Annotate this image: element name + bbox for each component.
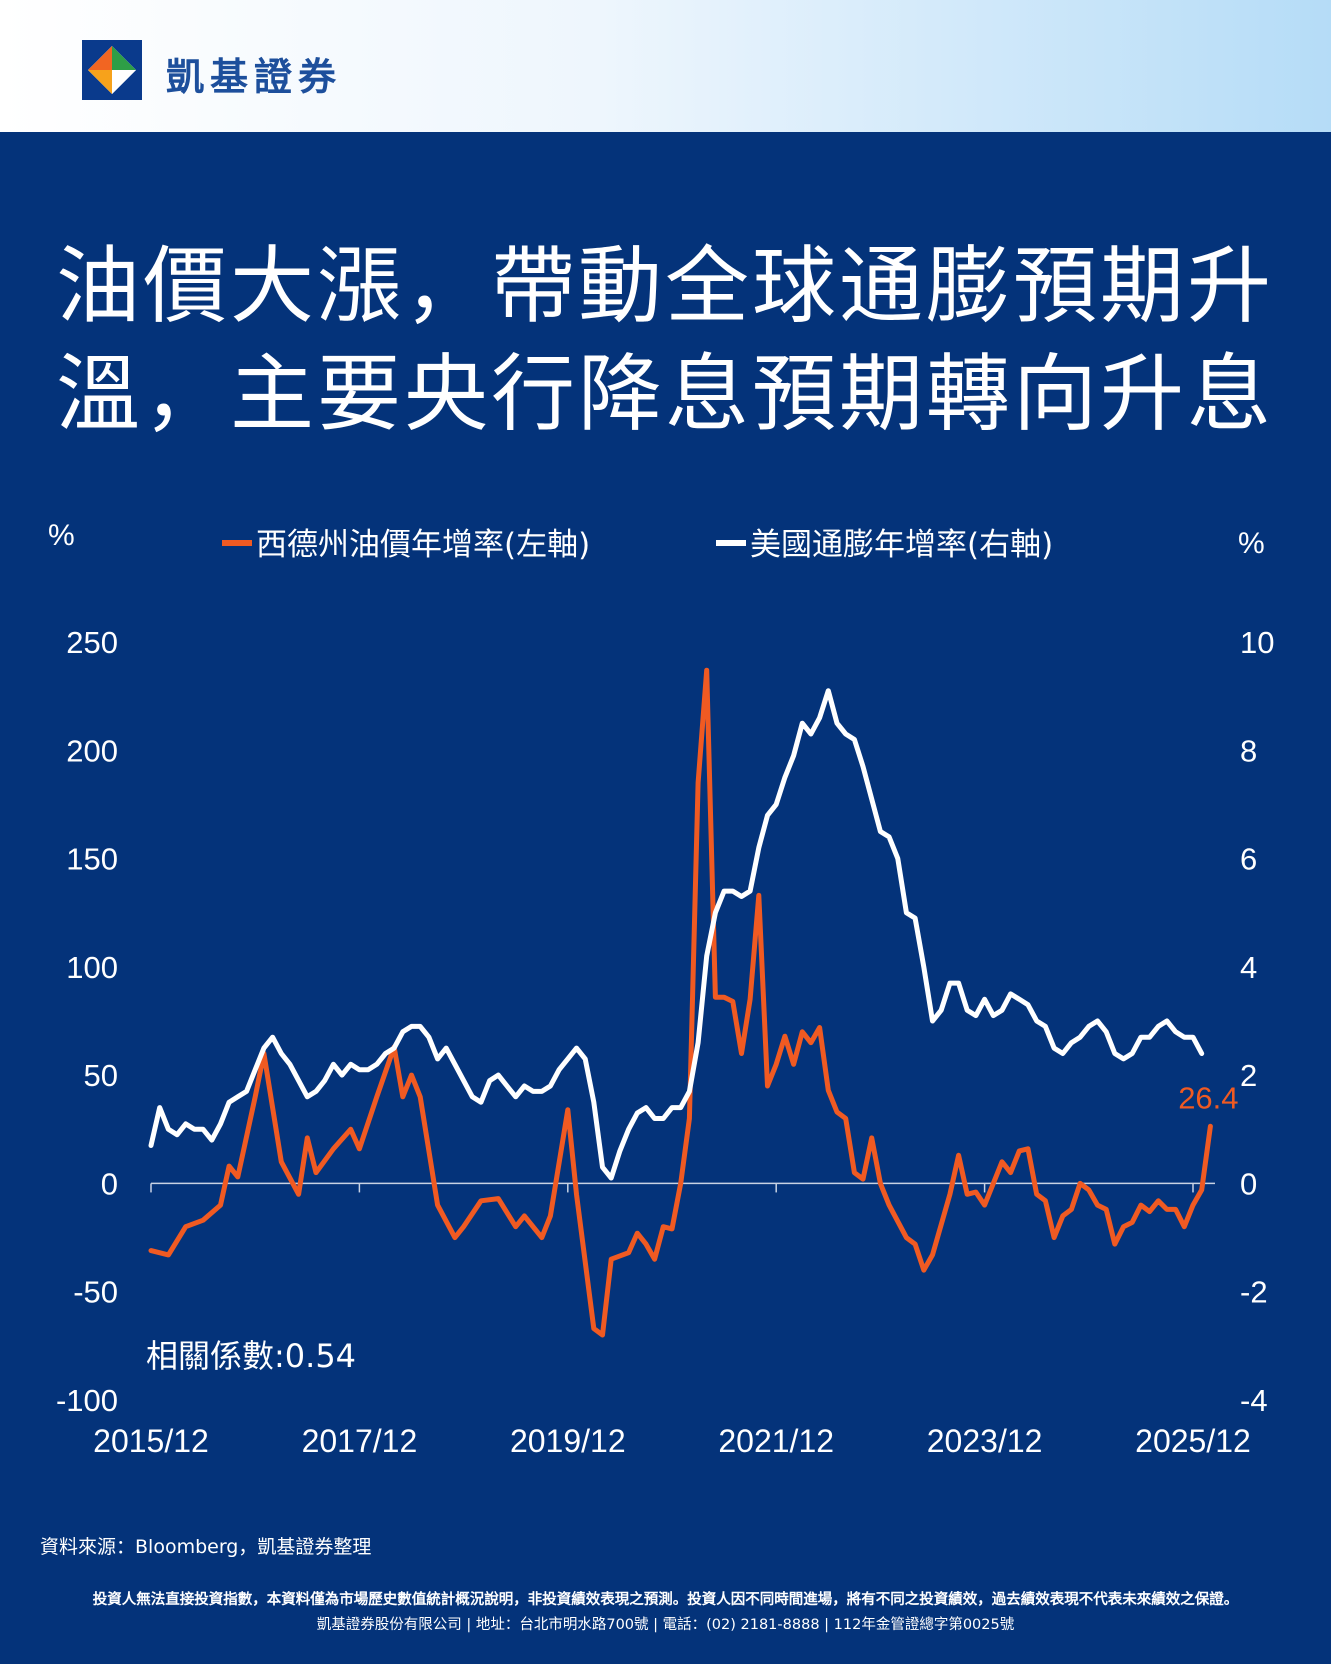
series-lines	[148, 667, 1213, 1338]
headline: 油價大漲，帶動全球通膨預期升 溫，主要央行降息預期轉向升息	[56, 232, 1286, 448]
source-note: 資料來源：Bloomberg，凱基證券整理	[40, 1536, 372, 1558]
right-tick-label: 8	[1240, 733, 1257, 768]
header-bar: 凱基證券	[0, 0, 1331, 132]
left-tick-label: 200	[66, 733, 118, 768]
oil-cpi-chart: % % 西德州油價年增率(左軸) 美國通膨年增率(右軸) 25020015010…	[48, 519, 1275, 1459]
x-tick-label: 2015/12	[93, 1423, 209, 1459]
headline-line-2: 溫，主要央行降息預期轉向升息	[56, 345, 1275, 443]
left-axis-unit: %	[48, 519, 75, 552]
right-axis-unit: %	[1238, 527, 1265, 560]
right-tick-label: 4	[1240, 950, 1257, 985]
legend-label-oil: 西德州油價年增率(左軸)	[256, 527, 590, 563]
last-value-label: 26.4	[1178, 1080, 1238, 1115]
left-tick-label: 50	[84, 1058, 118, 1093]
x-tick-label: 2023/12	[927, 1423, 1043, 1459]
axes: 250 200 150 100 50 0 -50 -100 10 8 6 4 2 0 -2 -4 2015/12…	[56, 625, 1275, 1459]
x-tick-label: 2019/12	[510, 1423, 626, 1459]
company-info: 凱基證券股份有限公司 | 地址：台北市明水路700號 | 電話：(02) 218…	[316, 1617, 1015, 1633]
left-tick-label: 0	[101, 1166, 118, 1201]
correlation-label: 相關係數:0.54	[146, 1337, 356, 1375]
right-tick-label: -4	[1240, 1383, 1268, 1418]
legend: 西德州油價年增率(左軸) 美國通膨年增率(右軸)	[222, 527, 1053, 563]
headline-line-1: 油價大漲，帶動全球通膨預期升	[56, 237, 1275, 335]
kgi-logo-icon	[82, 40, 142, 100]
disclaimer: 投資人無法直接投資指數，本資料僅為市場歷史數值統計概況說明，非投資績效表現之預測…	[92, 1592, 1239, 1608]
oil-series-line	[148, 667, 1213, 1338]
brand-name: 凱基證券	[166, 55, 343, 99]
right-tick-label: 10	[1240, 625, 1274, 660]
left-tick-label: 100	[66, 950, 118, 985]
legend-swatch-cpi	[716, 540, 746, 546]
x-tick-label: 2021/12	[718, 1423, 834, 1459]
x-tick-label: 2025/12	[1135, 1423, 1251, 1459]
legend-label-cpi: 美國通膨年增率(右軸)	[750, 527, 1053, 563]
left-tick-label: 150	[66, 842, 118, 877]
cpi-series-line	[148, 688, 1205, 1181]
legend-swatch-oil	[222, 540, 252, 546]
right-tick-label: 6	[1240, 842, 1257, 877]
left-tick-label: -50	[73, 1275, 118, 1310]
right-tick-label: -2	[1240, 1275, 1268, 1310]
right-tick-label: 2	[1240, 1058, 1257, 1093]
right-tick-label: 0	[1240, 1166, 1257, 1201]
left-tick-label: 250	[66, 625, 118, 660]
x-tick-label: 2017/12	[302, 1423, 418, 1459]
left-tick-label: -100	[56, 1383, 118, 1418]
